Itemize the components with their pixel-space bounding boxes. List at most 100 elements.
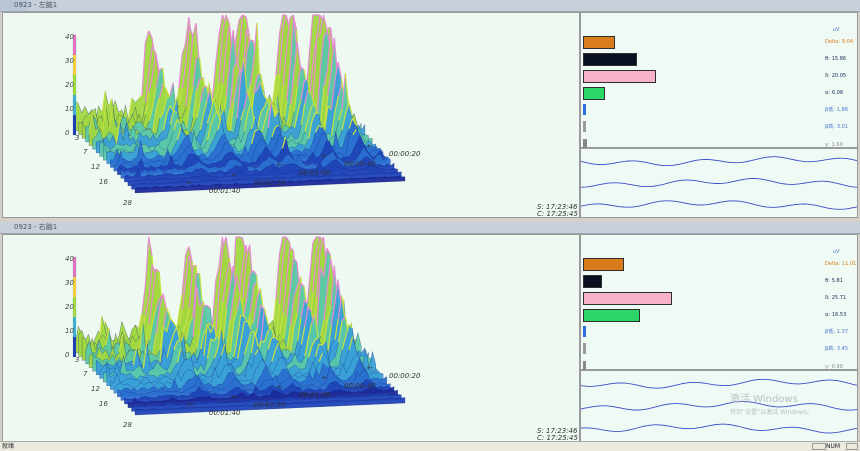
y-tick-label: 10 bbox=[65, 105, 74, 113]
time-arrow-icon: ← bbox=[232, 393, 238, 401]
wave-trace bbox=[581, 179, 857, 188]
band-value-label: β低:1.86 bbox=[825, 107, 848, 113]
band-value-label: δ:20.05 bbox=[825, 73, 846, 79]
y-tick-label: 10 bbox=[65, 327, 74, 335]
panel-titlebar: 0923 - 左脑1 bbox=[0, 0, 860, 12]
band-value-label: δ:25.71 bbox=[825, 295, 846, 301]
time-tick-label: 00:00:40 bbox=[344, 160, 376, 168]
freq-tick-label: 28 bbox=[123, 421, 132, 429]
band-bar bbox=[583, 70, 656, 83]
time-tick-label: 00:00:20 bbox=[389, 150, 421, 158]
band-value: 16.53 bbox=[832, 312, 846, 318]
band-value-label: α:16.53 bbox=[825, 312, 846, 318]
raw-wave-view bbox=[580, 370, 858, 442]
freq-tick-label: 7 bbox=[83, 148, 88, 156]
time-tick-label: 00:01:00 bbox=[299, 169, 331, 177]
band-value: 15.86 bbox=[832, 56, 846, 62]
color-scale-segment bbox=[73, 337, 76, 357]
freq-tick-label: 12 bbox=[91, 385, 100, 393]
band-bar bbox=[583, 258, 624, 271]
band-value-label: β低:1.37 bbox=[825, 329, 848, 335]
unit-label: uV bbox=[833, 249, 840, 255]
wave-trace bbox=[581, 157, 857, 166]
band-name: θ: bbox=[825, 278, 830, 284]
y-tick-label: 20 bbox=[65, 81, 74, 89]
band-value-label: α:6.08 bbox=[825, 90, 843, 96]
freq-tick-label: 3 bbox=[75, 134, 79, 142]
band-bar bbox=[583, 104, 586, 115]
band-bar bbox=[583, 121, 586, 132]
panel-title: 0923 - 左脑1 bbox=[14, 0, 57, 11]
band-value: 9.04 bbox=[842, 39, 853, 45]
band-value-label: β高:3.01 bbox=[825, 124, 848, 130]
band-bar bbox=[583, 326, 586, 337]
wave-trace bbox=[581, 401, 857, 410]
y-tick-label: 30 bbox=[65, 279, 74, 287]
band-bar bbox=[583, 292, 672, 305]
panel-title: 0923 - 右脑1 bbox=[14, 222, 57, 233]
unit-label: uV bbox=[833, 27, 840, 33]
spectrogram-svg: 4030201003712162800:01:40←00:01:20←00:01… bbox=[3, 235, 579, 441]
freq-tick-label: 16 bbox=[99, 400, 108, 408]
band-value: 11.01 bbox=[842, 261, 856, 267]
spectrogram-svg: 4030201003712162800:01:40←00:01:20←00:01… bbox=[3, 13, 579, 217]
band-name: β高: bbox=[825, 346, 835, 352]
time-arrow-icon: ← bbox=[322, 374, 328, 382]
spectrogram-peak bbox=[241, 315, 244, 316]
y-tick-label: 30 bbox=[65, 57, 74, 65]
time-arrow-icon: ← bbox=[322, 152, 328, 160]
band-value: 6.08 bbox=[832, 90, 843, 96]
time-tick-label: 00:01:20 bbox=[254, 401, 286, 409]
band-value-label: β高:3.45 bbox=[825, 346, 848, 352]
time-arrow-icon: ← bbox=[187, 401, 193, 409]
raw-wave-svg bbox=[581, 371, 857, 441]
spectrogram-peak bbox=[251, 331, 254, 332]
band-power-bars: uV Delta:11.01 θ:5.81 δ:25.71 α:16.53 β低:1.3… bbox=[580, 234, 858, 370]
spectrogram-peak bbox=[272, 337, 275, 338]
band-value: 5.81 bbox=[832, 278, 843, 284]
time-arrow-icon: ← bbox=[187, 179, 193, 187]
time-tick-label: 00:01:40 bbox=[209, 187, 241, 195]
band-bar bbox=[583, 275, 602, 288]
spectrogram-peak bbox=[261, 341, 264, 342]
time-arrow-icon: ← bbox=[232, 171, 238, 179]
y-tick-label: 20 bbox=[65, 303, 74, 311]
band-name: δ: bbox=[825, 295, 830, 301]
freq-tick-label: 7 bbox=[83, 370, 88, 378]
band-value-label: Delta:11.01 bbox=[825, 261, 856, 267]
band-name: β低: bbox=[825, 107, 835, 113]
y-tick-label: 40 bbox=[65, 255, 74, 263]
freq-tick-label: 3 bbox=[75, 356, 79, 364]
freq-tick-label: 28 bbox=[123, 199, 132, 207]
band-bar bbox=[583, 87, 605, 100]
band-name: δ: bbox=[825, 73, 830, 79]
status-pane bbox=[846, 443, 858, 450]
band-bar bbox=[583, 36, 615, 49]
wave-trace bbox=[581, 201, 857, 210]
band-value: 1.37 bbox=[837, 329, 848, 335]
raw-wave-svg bbox=[581, 149, 857, 217]
current-time: C: 17:25:45 bbox=[537, 210, 578, 218]
band-value: 3.01 bbox=[837, 124, 848, 130]
time-tick-label: 00:00:20 bbox=[389, 372, 421, 380]
wave-trace bbox=[581, 379, 857, 388]
time-tick-label: 00:01:20 bbox=[254, 179, 286, 187]
y-tick-label: 40 bbox=[65, 33, 74, 41]
band-value: 25.71 bbox=[832, 295, 846, 301]
raw-wave-view bbox=[580, 148, 858, 218]
y-tick-label: 0 bbox=[65, 351, 70, 359]
band-value: 20.05 bbox=[832, 73, 846, 79]
time-tick-label: 00:01:40 bbox=[209, 409, 241, 417]
band-value-label: Delta:9.04 bbox=[825, 39, 853, 45]
band-value: 3.45 bbox=[837, 346, 848, 352]
band-name: α: bbox=[825, 312, 830, 318]
band-name: Delta: bbox=[825, 39, 840, 45]
band-name: Delta: bbox=[825, 261, 840, 267]
time-arrow-icon: ← bbox=[367, 142, 373, 150]
color-scale-segment bbox=[73, 115, 76, 135]
time-arrow-icon: ← bbox=[367, 364, 373, 372]
